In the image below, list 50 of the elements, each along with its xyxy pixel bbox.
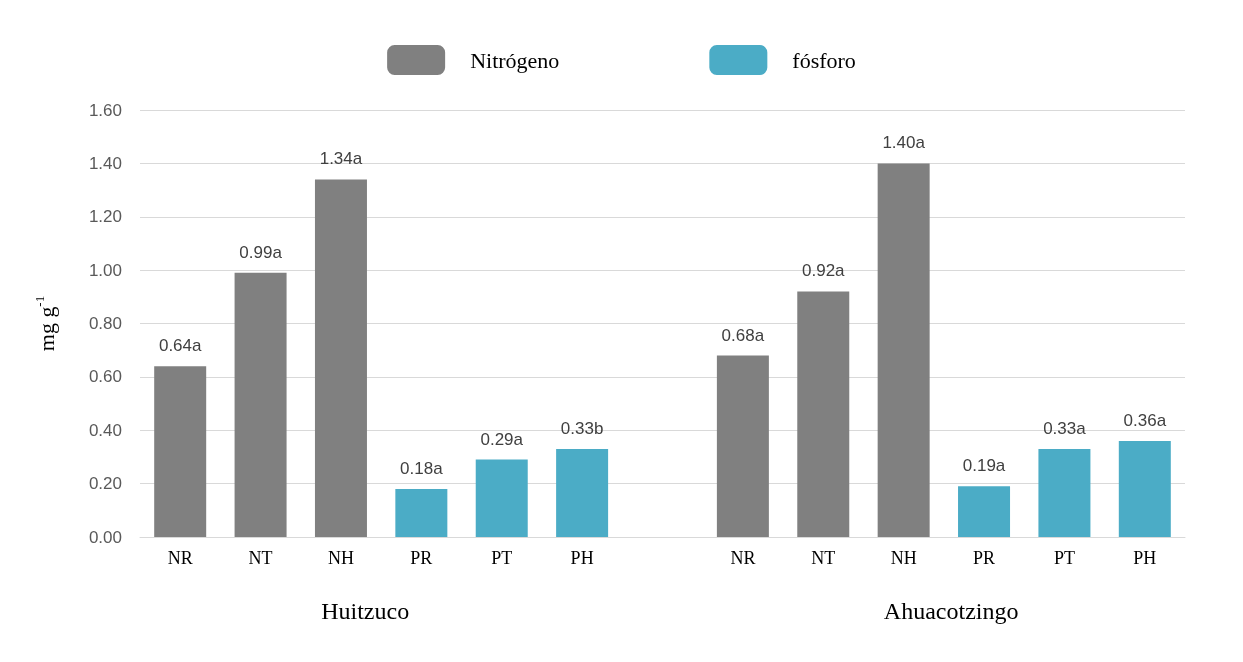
bar	[475, 459, 528, 537]
x-tick-label: NR	[167, 548, 193, 568]
data-label: 0.36a	[1123, 410, 1167, 430]
bar	[1118, 440, 1171, 537]
y-tick-label: 0.80	[88, 314, 122, 333]
bar	[797, 291, 850, 537]
y-axis-title: mg g-1	[32, 295, 59, 352]
data-label: 0.33b	[560, 418, 604, 438]
y-tick-label: 0.60	[88, 367, 122, 387]
x-tick-label: NH	[890, 548, 917, 568]
x-tick-label: PH	[570, 548, 594, 568]
data-label: 0.29a	[480, 429, 524, 449]
y-tick-label: 0.00	[88, 527, 122, 547]
legend-label: fósforo	[792, 47, 856, 73]
y-tick-label: 1.40	[88, 153, 122, 173]
x-tick-label: NT	[248, 548, 273, 568]
bar	[314, 179, 367, 537]
data-label: 0.99a	[239, 242, 283, 262]
bar	[958, 486, 1011, 537]
bar	[877, 163, 930, 537]
y-tick-label: 1.60	[88, 100, 122, 120]
x-tick-label: NH	[327, 548, 354, 568]
x-tick-label: PT	[491, 548, 513, 568]
text: Huitzuco	[321, 598, 410, 624]
x-tick-label: PH	[1133, 548, 1157, 568]
data-label: 0.92a	[802, 261, 846, 281]
bar	[716, 355, 769, 537]
bar	[1038, 448, 1091, 537]
data-label: 0.18a	[400, 458, 444, 478]
x-tick-label: PR	[973, 548, 996, 568]
bar	[154, 366, 207, 537]
x-tick-label: PT	[1053, 548, 1075, 568]
bar	[234, 272, 287, 537]
data-label: 0.19a	[962, 456, 1006, 476]
x-tick-label: NT	[811, 548, 836, 568]
y-tick-label: 0.40	[88, 420, 122, 440]
data-label: 0.68a	[721, 325, 765, 345]
bar	[395, 488, 448, 537]
bar	[556, 448, 609, 537]
data-label: 1.34a	[319, 149, 363, 169]
data-label: 0.64a	[158, 336, 203, 356]
x-tick-label: PR	[410, 548, 433, 568]
y-tick-label: 1.20	[88, 207, 122, 227]
data-label: 0.33a	[1043, 418, 1087, 438]
y-tick-label: 1.00	[88, 260, 122, 280]
legend-label: Nitrógeno	[470, 47, 560, 73]
x-tick-label: NR	[730, 548, 756, 568]
y-tick-label: 0.20	[88, 474, 122, 494]
text: Ahuacotzingo	[883, 598, 1019, 624]
data-label: 1.40a	[882, 133, 926, 153]
